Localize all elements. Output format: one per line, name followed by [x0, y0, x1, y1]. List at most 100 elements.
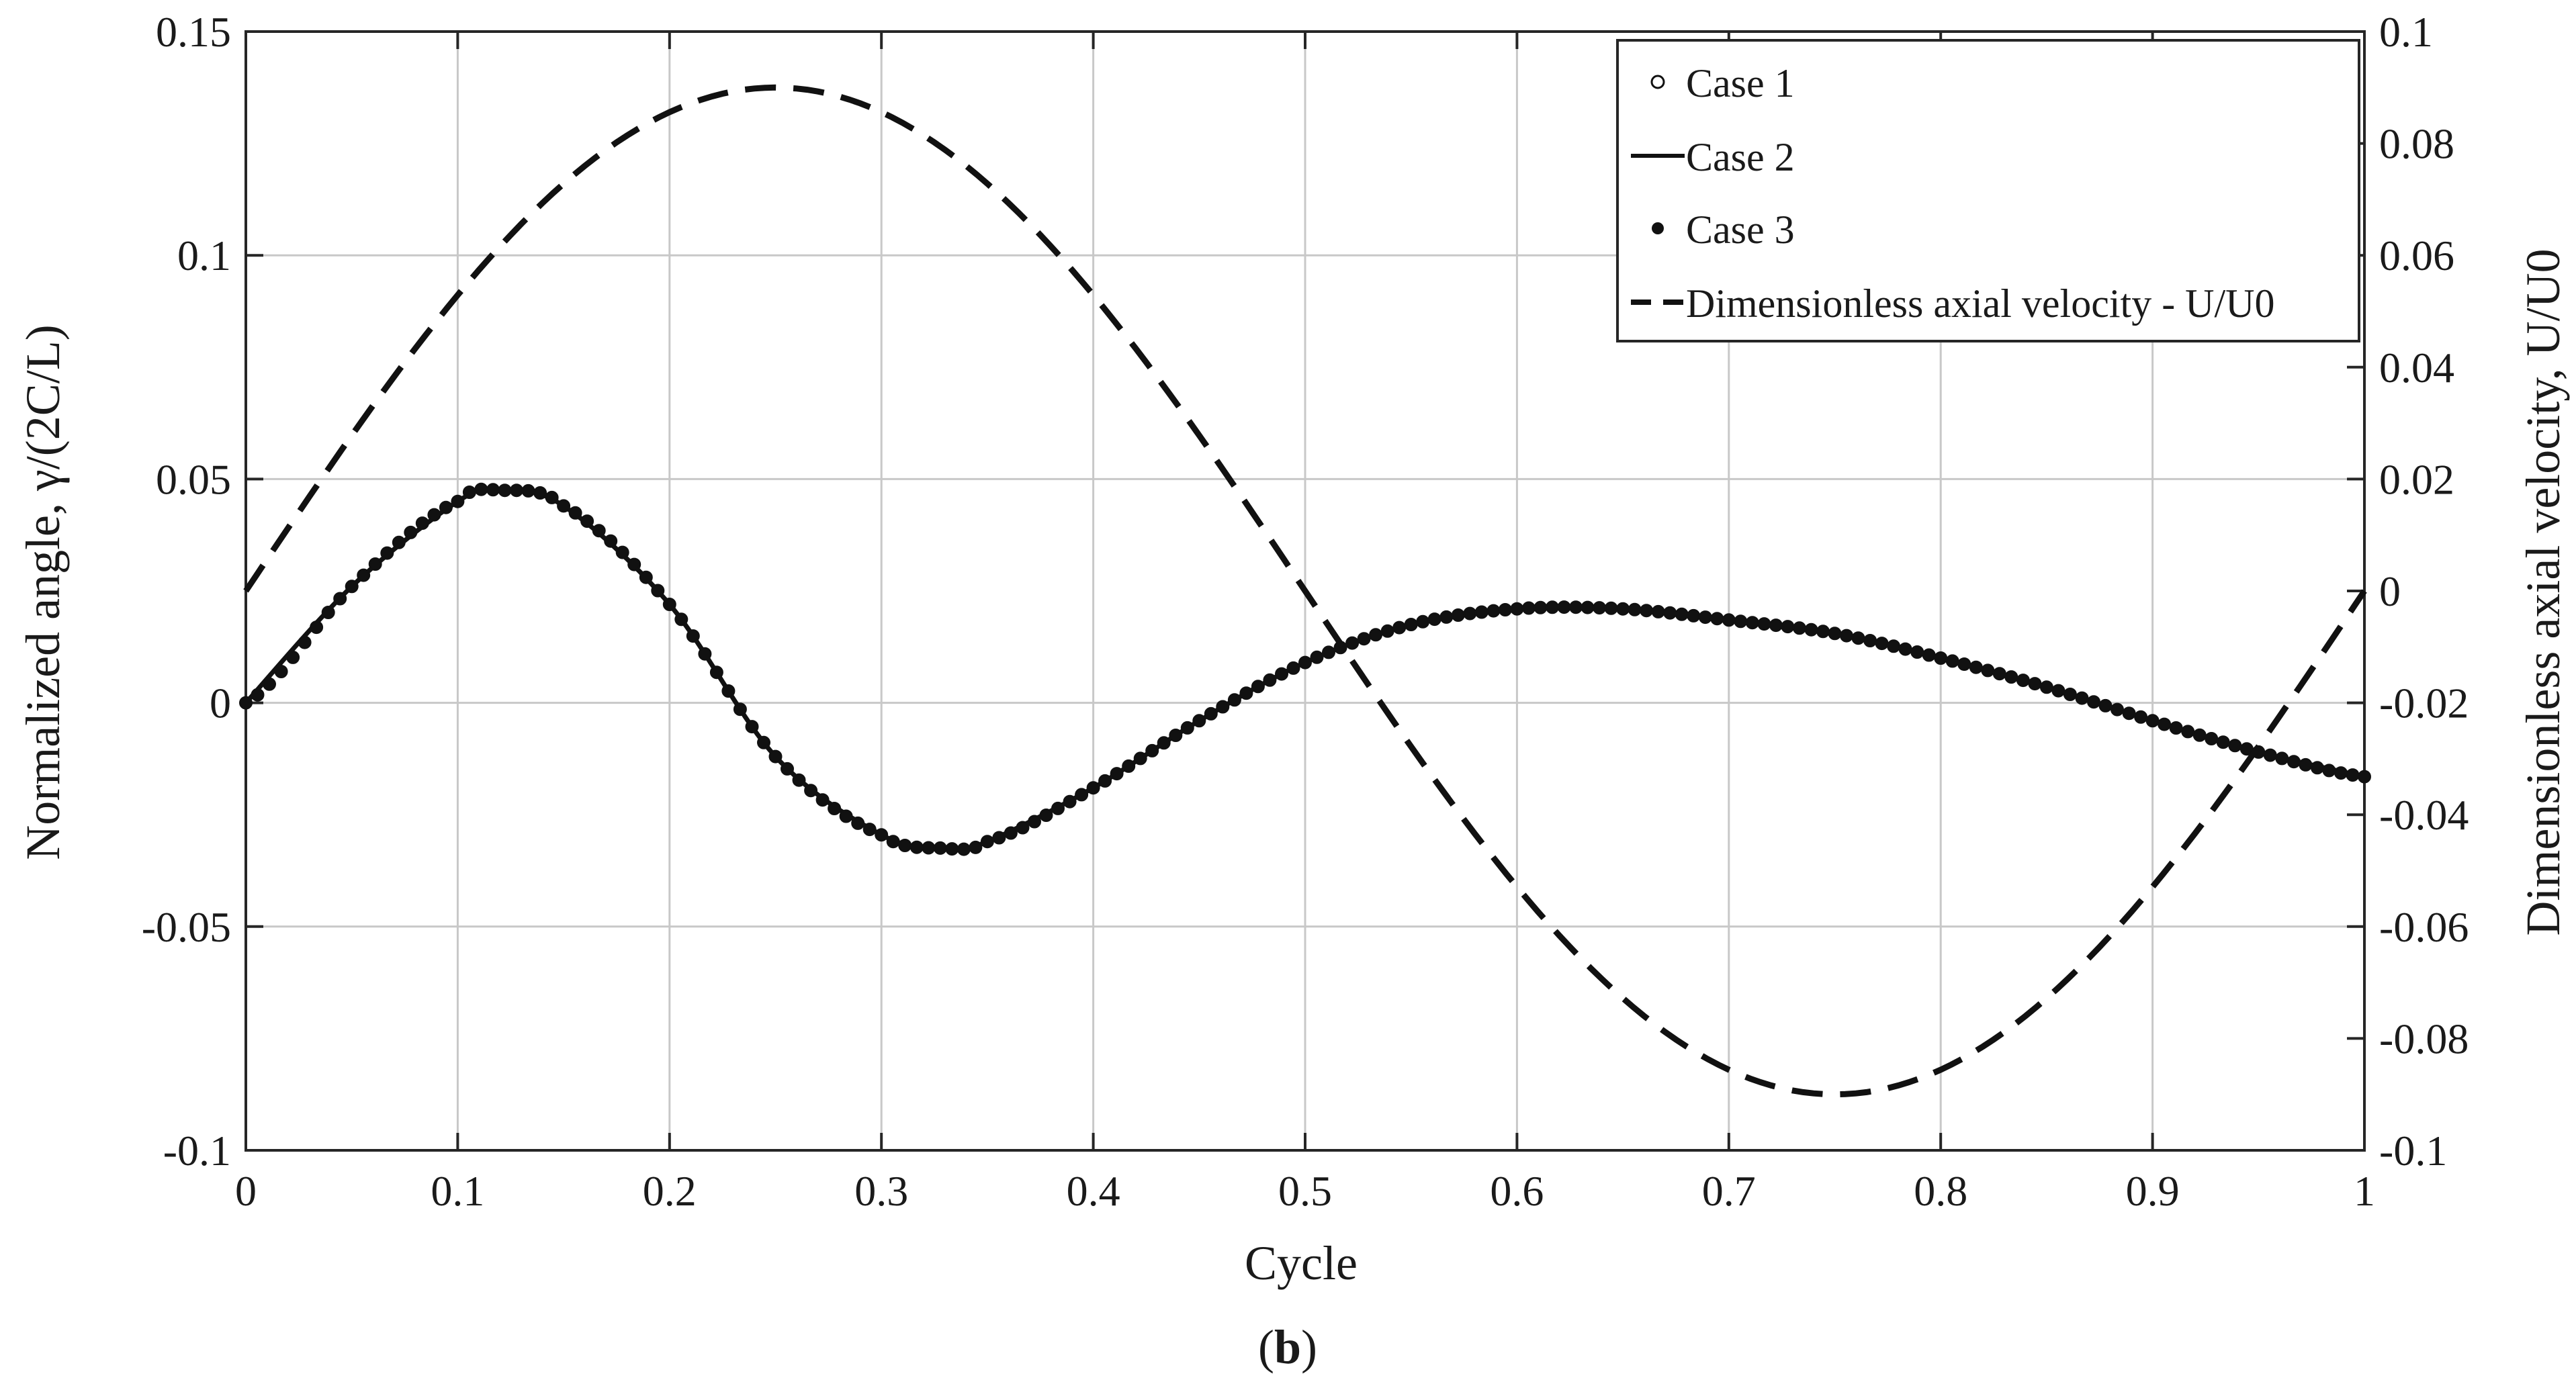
case3-point [2289, 756, 2299, 767]
case3-point [2300, 759, 2311, 770]
case3-point [946, 843, 957, 854]
case3-point [1088, 782, 1099, 793]
x-tick-label: 0.3 [854, 1167, 908, 1215]
case3-point [1877, 638, 1887, 649]
case3-point [805, 785, 816, 796]
caption-open-paren: ( [1258, 1320, 1274, 1374]
case3-point [558, 500, 569, 511]
x-tick-label: 0.8 [1914, 1167, 1967, 1215]
case3-point [2323, 765, 2334, 776]
case3-point [1029, 817, 1040, 827]
case3-point [1264, 675, 1275, 686]
y-left-tick-label: -0.1 [163, 1127, 231, 1174]
case3-point [912, 842, 922, 853]
case3-point [2348, 770, 2358, 780]
y-left-tick-label: 0.15 [156, 8, 231, 56]
case3-point [629, 559, 639, 570]
case3-point [1535, 602, 1546, 613]
y-right-tick-label: 0.08 [2379, 120, 2454, 168]
case3-point [1394, 623, 1405, 633]
case3-point [1830, 628, 1840, 639]
case3-point [1182, 723, 1193, 733]
case3-point [1677, 609, 1687, 620]
case3-point [711, 667, 722, 678]
case3-point [2206, 733, 2217, 744]
caption-letter: b [1274, 1320, 1301, 1374]
case3-point [1241, 688, 1251, 698]
case3-point [1865, 635, 1875, 646]
case3-point [935, 843, 946, 854]
case3-point [1900, 644, 1911, 655]
case3-point [405, 527, 416, 538]
case3-point [1959, 659, 1969, 670]
case3-point [1712, 613, 1722, 624]
case3-point [1159, 737, 1169, 748]
legend-entry-label: Case 3 [1686, 208, 1795, 252]
case3-point [2029, 678, 2040, 689]
case3-point [1924, 650, 1935, 660]
case3-point [1312, 652, 1322, 663]
case3-point [358, 570, 369, 581]
case3-point [1135, 753, 1146, 764]
case3-point [1041, 810, 1051, 821]
case3-point [300, 637, 310, 648]
case3-point [1217, 702, 1228, 712]
case3-point [1771, 620, 1781, 631]
case3-point [1818, 626, 1828, 637]
case3-point [1053, 803, 1063, 814]
case3-point [1982, 665, 1993, 676]
case3-point [1453, 610, 1464, 620]
case3-point [382, 548, 392, 559]
case3-point [2312, 762, 2323, 773]
case3-point [829, 803, 840, 814]
case3-point [1724, 614, 1734, 625]
case3-point [1323, 647, 1334, 657]
case3-point [1429, 614, 1440, 625]
case3-point [287, 652, 298, 663]
case3-point [2276, 753, 2287, 764]
case3-point [429, 510, 439, 520]
case3-point [1406, 619, 1417, 630]
case3-point [311, 622, 322, 633]
case3-point [1194, 715, 1204, 726]
case3-point [2065, 689, 2076, 700]
x-tick-label: 0.1 [431, 1167, 484, 1215]
case3-point [1511, 604, 1522, 614]
case3-point [982, 836, 993, 847]
case3-point [1688, 610, 1699, 621]
case3-point [1464, 608, 1475, 619]
case3-point [582, 516, 592, 526]
case3-point [1747, 617, 1758, 628]
y-right-tick-label: -0.1 [2379, 1127, 2447, 1174]
case3-point [852, 818, 863, 829]
case3-point [794, 775, 804, 786]
case3-point [1300, 657, 1311, 668]
case3-point [652, 586, 663, 596]
case3-point [264, 679, 275, 690]
x-tick-labels: 0 0.1 0.2 0.3 0.4 0.5 0.6 0.7 0.8 0.9 1 [235, 1167, 2375, 1215]
x-tick-label: 0.5 [1278, 1167, 1332, 1215]
case3-point [888, 836, 899, 847]
case3-point [1912, 647, 1922, 657]
y-right-tick-label: 0.1 [2379, 8, 2433, 56]
y-right-tick-label: 0.06 [2379, 232, 2454, 279]
case3-point [1076, 789, 1087, 800]
case3-point [1971, 662, 1982, 673]
case3-point [2041, 682, 2052, 692]
y-left-tick-label: 0 [210, 680, 231, 727]
case3-point [2018, 675, 2029, 686]
case3-point [370, 559, 381, 569]
case3-point [1606, 603, 1617, 614]
case3-point [253, 690, 263, 700]
series-layer [239, 84, 2371, 1098]
case3-point [2159, 719, 2170, 730]
case3-point [1441, 612, 1452, 623]
case3-point [1570, 602, 1581, 612]
x-tick-label: 1 [2354, 1167, 2375, 1215]
case3-point [452, 496, 463, 507]
y-left-tick-label: 0.05 [156, 455, 231, 503]
case3-point [1253, 681, 1263, 692]
case3-point [2241, 743, 2252, 754]
case3-point [993, 833, 1004, 843]
case3-point [1888, 641, 1899, 651]
